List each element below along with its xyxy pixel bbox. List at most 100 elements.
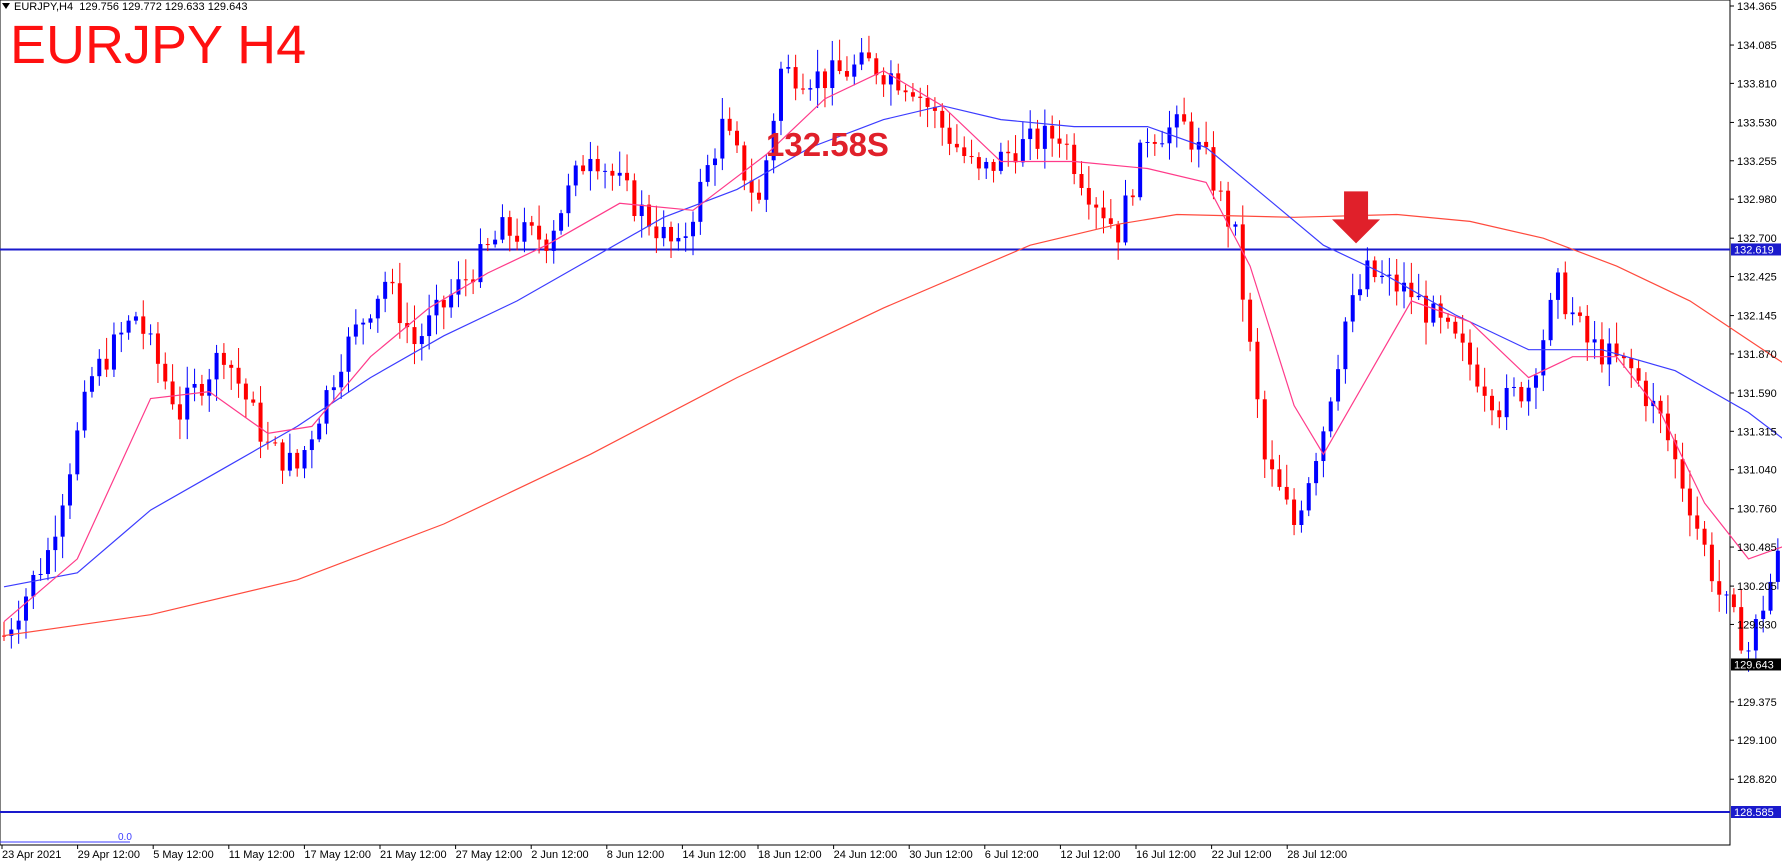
candle-body <box>691 221 696 237</box>
candle-body <box>881 75 886 85</box>
x-tick-label: 21 May 12:00 <box>380 849 447 861</box>
candle-body <box>485 244 490 246</box>
candle-body <box>1064 143 1069 145</box>
candle-body <box>1658 400 1663 414</box>
candle-body <box>588 158 593 172</box>
candle-body <box>625 172 630 181</box>
candle-body <box>1592 339 1597 343</box>
time-axis: 23 Apr 2021 29 Apr 12:00 5 May 12:00 11 May… <box>1 845 1347 861</box>
candle-body <box>1570 312 1575 315</box>
candle-body <box>1387 274 1392 276</box>
candle-body <box>573 165 578 186</box>
dropdown-triangle-icon[interactable] <box>2 3 10 9</box>
y-tick-label: 130.760 <box>1737 504 1777 516</box>
candle-body <box>111 334 116 370</box>
candle-body <box>581 165 586 172</box>
candle-body <box>610 170 615 176</box>
candle-body <box>97 358 102 377</box>
down-arrow-icon <box>1332 191 1381 244</box>
candle-body <box>243 383 248 400</box>
candle-body <box>1533 375 1538 388</box>
level-price-label: 128.585 <box>1734 807 1774 819</box>
candle-body <box>1204 141 1209 148</box>
candle-body <box>559 213 564 231</box>
candle-body <box>119 332 124 335</box>
candle-body <box>910 92 915 97</box>
candle-body <box>969 156 974 158</box>
ma-slow-line <box>3 213 1782 637</box>
candle-body <box>778 68 783 121</box>
candle-body <box>1621 355 1626 359</box>
candle-body <box>23 596 28 621</box>
candle-body <box>1687 488 1692 516</box>
x-tick-label: 28 Jul 12:00 <box>1287 849 1347 861</box>
candle-body <box>1057 138 1062 144</box>
candle-body <box>1116 223 1121 243</box>
candle-body <box>463 279 468 281</box>
candle-body <box>1614 343 1619 356</box>
candle-body <box>1673 440 1678 460</box>
candle-body <box>1270 459 1275 470</box>
current-price-tag <box>1731 658 1781 671</box>
candle-body <box>427 315 432 337</box>
candle-body <box>1416 295 1421 298</box>
candle-body <box>874 58 879 76</box>
candle-body <box>925 97 930 107</box>
x-tick-label: 17 May 12:00 <box>304 849 371 861</box>
candle-body <box>287 452 292 471</box>
candle-body <box>1006 151 1011 154</box>
down-arrow-shape <box>1332 191 1381 244</box>
candle-body <box>1519 386 1524 402</box>
candle-body <box>903 90 908 93</box>
x-tick-label: 2 Jun 12:00 <box>531 849 589 861</box>
candle-body <box>163 363 168 382</box>
y-tick-label: 132.700 <box>1737 233 1777 245</box>
candle-body <box>603 170 608 172</box>
candle-body <box>639 204 644 217</box>
candle-body <box>852 64 857 77</box>
candle-body <box>207 379 212 396</box>
y-tick-label: 131.590 <box>1737 388 1777 400</box>
candle-body <box>1101 207 1106 219</box>
candle-body <box>1306 483 1311 511</box>
candle-body <box>177 404 182 420</box>
chart-header: EURJPY,H4 129.756 129.772 129.633 129.64… <box>2 1 247 13</box>
candle-body <box>199 383 204 396</box>
candle-body <box>493 239 498 245</box>
candle-body <box>346 336 351 372</box>
sell-annotation: 132.58S <box>766 126 889 163</box>
level-price-label: 132.619 <box>1734 244 1774 256</box>
candle-body <box>808 88 813 90</box>
y-tick-label: 130.485 <box>1737 542 1777 554</box>
candle-body <box>1240 224 1245 300</box>
ma-mid-line <box>3 105 1782 588</box>
moving-averages <box>3 70 1782 637</box>
candle-body <box>236 367 241 384</box>
x-tick-label: 29 Apr 12:00 <box>78 849 140 861</box>
candle-body <box>265 441 270 443</box>
candle-body <box>383 281 388 299</box>
candle-body <box>434 299 439 316</box>
candle-body <box>192 383 197 388</box>
x-tick-label: 16 Jul 12:00 <box>1136 849 1196 861</box>
candle-body <box>1211 147 1216 191</box>
candle-body <box>1731 594 1736 608</box>
level-price-tag <box>1731 806 1781 818</box>
candle-body <box>1358 289 1363 296</box>
candle-body <box>749 180 754 193</box>
candle-body <box>456 279 461 295</box>
candle-body <box>896 73 901 91</box>
candle-body <box>45 550 50 575</box>
candle-body <box>280 442 285 471</box>
horizontal-levels: 132.619 128.585 <box>0 243 1781 819</box>
candle-body <box>16 620 21 630</box>
y-tick-label: 132.145 <box>1737 311 1777 323</box>
candle-body <box>647 204 652 227</box>
candle-body <box>1446 317 1451 322</box>
chart-title: EURJPY H4 <box>10 15 307 75</box>
price-axis: 134.365 134.085 133.810 133.530 133.255 132.9… <box>1730 1 1781 786</box>
candle-body <box>522 222 527 242</box>
level-price-tag <box>1731 243 1781 256</box>
candle-body <box>1460 333 1465 343</box>
